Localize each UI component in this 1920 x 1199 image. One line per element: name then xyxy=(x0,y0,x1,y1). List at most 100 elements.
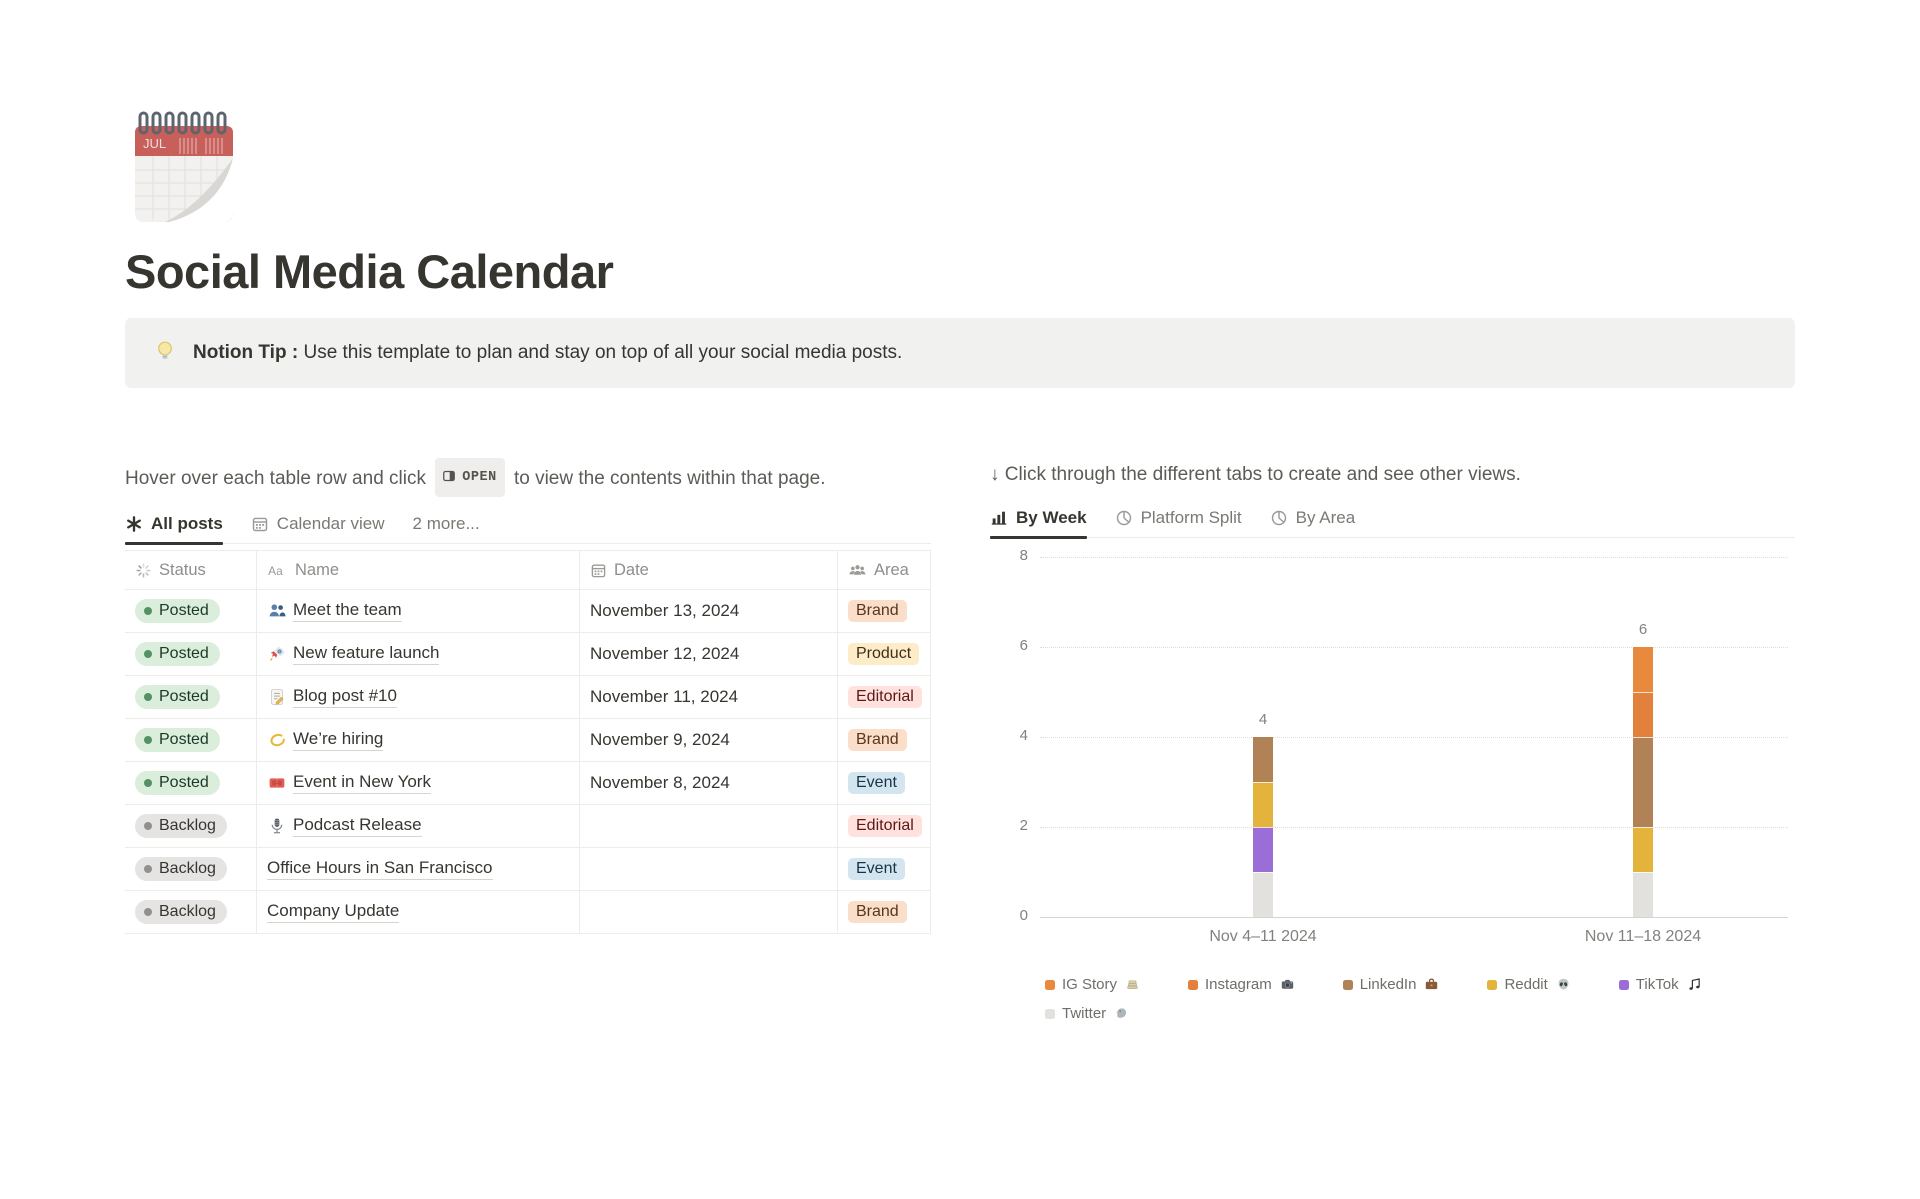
notion-tip-callout: Notion Tip : Use this template to plan a… xyxy=(125,318,1795,388)
table-row-podcast-release: Backlog Podcast Release Editorial xyxy=(125,805,931,848)
date-cell[interactable]: November 8, 2024 xyxy=(580,762,838,804)
view-tab-all-posts[interactable]: All posts xyxy=(125,514,223,545)
tab-label: By Week xyxy=(1016,508,1087,527)
gridline-y6 xyxy=(1040,647,1788,648)
status-dot-icon xyxy=(144,736,152,744)
calendar-icon xyxy=(590,562,607,579)
area-cell[interactable]: Event xyxy=(838,762,931,804)
area-cell[interactable]: Editorial xyxy=(838,805,931,847)
date-cell[interactable] xyxy=(580,848,838,890)
chart-tab-platform-split[interactable]: Platform Split xyxy=(1115,508,1242,537)
right-instruction: ↓ Click through the different tabs to cr… xyxy=(990,464,1521,485)
calendar-view-icon xyxy=(251,515,269,533)
page-icon-spiral-calendar[interactable]: JUL xyxy=(133,110,235,226)
open-sidebar-icon xyxy=(442,461,456,494)
rocket-icon xyxy=(267,645,286,663)
status-badge: Backlog xyxy=(135,900,227,924)
area-tag: Event xyxy=(848,858,905,880)
page-link[interactable]: Office Hours in San Francisco xyxy=(267,858,493,880)
ticket-icon xyxy=(267,774,286,792)
page-link[interactable]: Blog post #10 xyxy=(293,686,397,708)
name-cell[interactable]: Company Update xyxy=(257,891,580,933)
page-link[interactable]: New feature launch xyxy=(293,643,440,665)
column-label: Area xyxy=(874,560,909,579)
chart-tab-by-area[interactable]: By Area xyxy=(1270,508,1355,537)
page-link[interactable]: Event in New York xyxy=(293,772,431,794)
area-cell[interactable]: Brand xyxy=(838,590,931,632)
table-row-event-in-new-york: Posted Event in New York November 8, 2024 E… xyxy=(125,762,931,805)
area-cell[interactable]: Editorial xyxy=(838,676,931,718)
x-axis-line xyxy=(1040,917,1788,918)
tab-label: All posts xyxy=(151,514,223,533)
area-tag: Product xyxy=(848,643,920,665)
date-cell[interactable]: November 11, 2024 xyxy=(580,676,838,718)
date-cell[interactable]: November 9, 2024 xyxy=(580,719,838,761)
date-cell[interactable]: November 13, 2024 xyxy=(580,590,838,632)
bar-segment-reddit xyxy=(1633,827,1653,872)
date-cell[interactable]: November 12, 2024 xyxy=(580,633,838,675)
status-cell[interactable]: Posted xyxy=(125,762,257,804)
table-row-company-update: Backlog Company Update Brand xyxy=(125,891,931,934)
name-cell[interactable]: Podcast Release xyxy=(257,805,580,847)
table-body: Posted Meet the team November 13, 2024 Bran… xyxy=(125,590,931,934)
tab-label: 2 more... xyxy=(412,514,480,533)
y-tick-label-8: 8 xyxy=(1019,547,1028,564)
status-cell[interactable]: Posted xyxy=(125,676,257,718)
posts-table: Status Aa Name Date Area Posted Meet the team… xyxy=(125,550,931,934)
date-cell[interactable] xyxy=(580,805,838,847)
status-cell[interactable]: Posted xyxy=(125,719,257,761)
view-tab-calendar-view[interactable]: Calendar view xyxy=(251,514,385,543)
status-badge: Posted xyxy=(135,685,220,709)
newspaper-stack-icon xyxy=(1125,977,1140,992)
stacked-bar-nov-4-11-2024 xyxy=(1253,737,1273,917)
legend-label: Twitter xyxy=(1062,1005,1107,1022)
status-dot-icon xyxy=(144,908,152,916)
busts-icon xyxy=(267,602,286,620)
left-instruction: Hover over each table row and click OPEN… xyxy=(125,458,885,497)
status-dot-icon xyxy=(144,822,152,830)
area-tag: Editorial xyxy=(848,815,922,837)
legend-swatch xyxy=(1342,979,1353,990)
area-cell[interactable]: Event xyxy=(838,848,931,890)
chart-tab-by-week[interactable]: By Week xyxy=(990,508,1087,539)
date-cell[interactable] xyxy=(580,891,838,933)
name-cell[interactable]: Blog post #10 xyxy=(257,676,580,718)
column-label: Date xyxy=(614,560,649,579)
area-tag: Brand xyxy=(848,600,907,622)
table-row-blog-post-10: Posted Blog post #10 November 11, 2024 Edit… xyxy=(125,676,931,719)
alien-icon xyxy=(1556,977,1571,992)
status-cell[interactable]: Posted xyxy=(125,590,257,632)
column-header-status[interactable]: Status xyxy=(125,551,257,589)
page-link[interactable]: We’re hiring xyxy=(293,729,384,751)
name-cell[interactable]: New feature launch xyxy=(257,633,580,675)
status-dot-icon xyxy=(144,607,152,615)
left-column: Hover over each table row and click OPEN… xyxy=(125,458,931,934)
area-tag: Brand xyxy=(848,901,907,923)
bar-segment-reddit xyxy=(1253,782,1273,827)
area-cell[interactable]: Product xyxy=(838,633,931,675)
status-cell[interactable]: Backlog xyxy=(125,891,257,933)
name-cell[interactable]: Office Hours in San Francisco xyxy=(257,848,580,890)
page-link[interactable]: Meet the team xyxy=(293,600,402,622)
open-button[interactable]: OPEN xyxy=(435,458,505,497)
status-cell[interactable]: Backlog xyxy=(125,848,257,890)
name-cell[interactable]: We’re hiring xyxy=(257,719,580,761)
status-cell[interactable]: Backlog xyxy=(125,805,257,847)
column-header-name[interactable]: Aa Name xyxy=(257,551,580,589)
area-cell[interactable]: Brand xyxy=(838,719,931,761)
page-link[interactable]: Company Update xyxy=(267,901,400,923)
view-tab-2-more[interactable]: 2 more... xyxy=(413,514,480,543)
column-header-date[interactable]: Date xyxy=(580,551,838,589)
status-cell[interactable]: Posted xyxy=(125,633,257,675)
legend-swatch xyxy=(1487,979,1498,990)
column-label: Status xyxy=(159,560,206,579)
table-row-new-feature-launch: Posted New feature launch November 12, 202… xyxy=(125,633,931,676)
page-link[interactable]: Podcast Release xyxy=(293,815,422,837)
column-header-area[interactable]: Area xyxy=(838,551,931,589)
column-label: Name xyxy=(295,560,340,579)
name-cell[interactable]: Event in New York xyxy=(257,762,580,804)
name-cell[interactable]: Meet the team xyxy=(257,590,580,632)
area-cell[interactable]: Brand xyxy=(838,891,931,933)
y-tick-label-6: 6 xyxy=(1019,637,1028,654)
x-tick-label-nov-11-18-2024: Nov 11–18 2024 xyxy=(1584,928,1702,945)
